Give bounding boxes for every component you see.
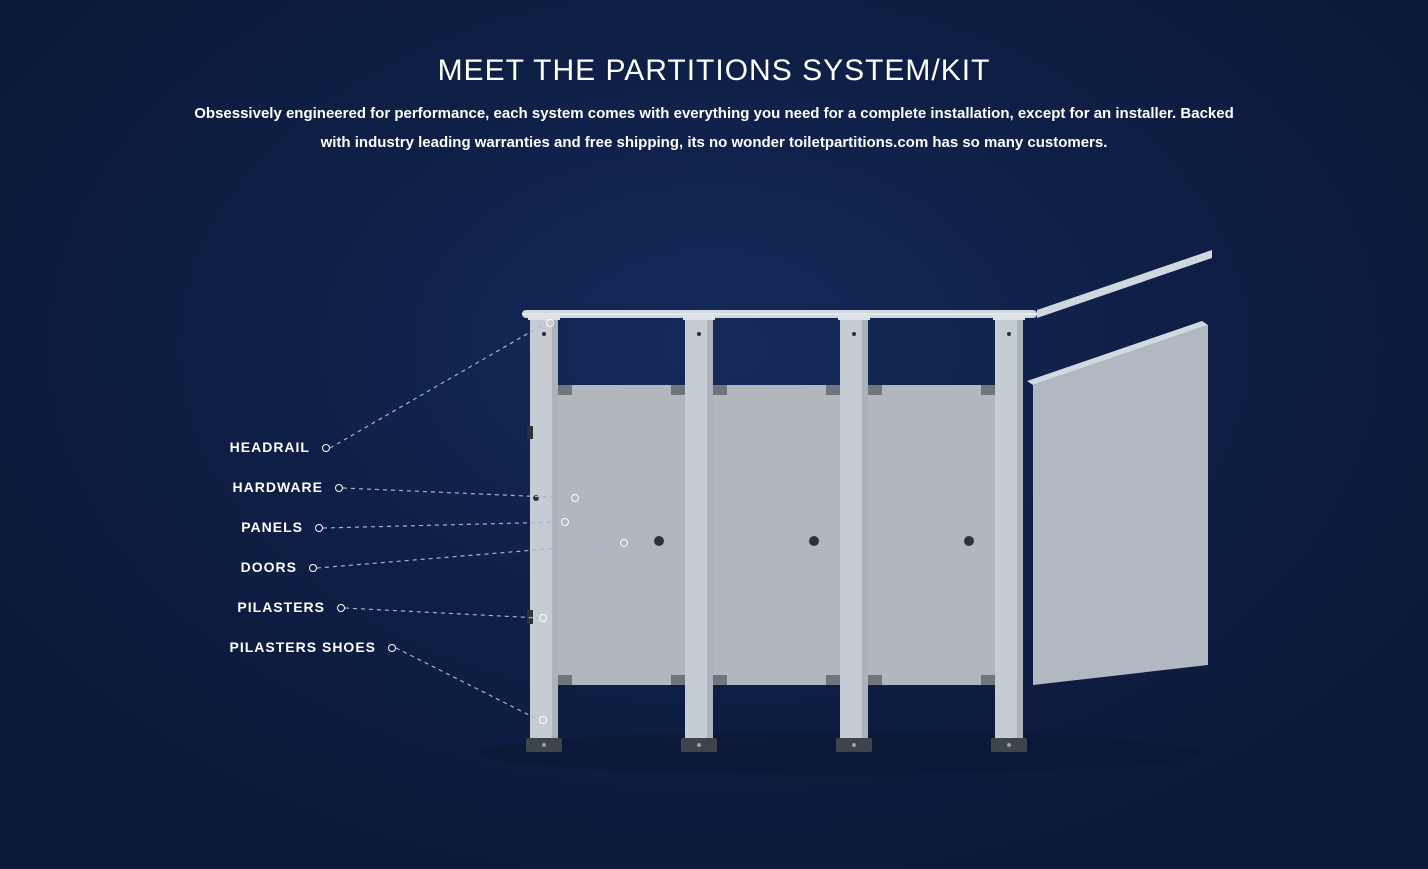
stage: MEET THE PARTITIONS SYSTEM/KIT Obsessive… (0, 0, 1428, 869)
partition-illustration (0, 0, 1428, 869)
